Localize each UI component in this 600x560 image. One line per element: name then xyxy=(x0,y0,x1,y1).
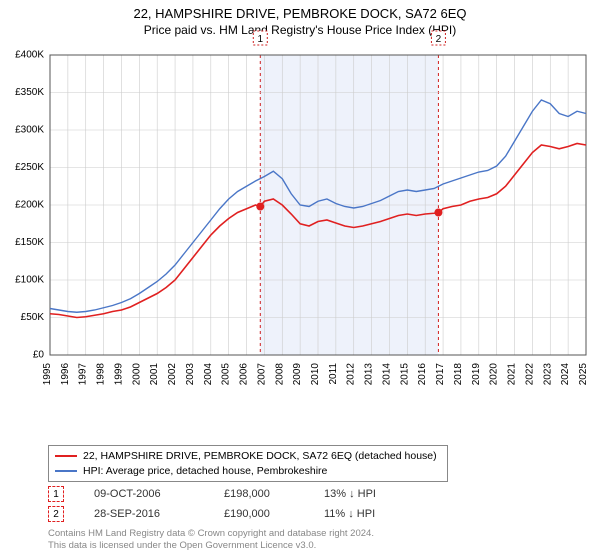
svg-text:1997: 1997 xyxy=(78,363,89,386)
chart-title: 22, HAMPSHIRE DRIVE, PEMBROKE DOCK, SA72… xyxy=(0,0,600,23)
footer-line2: This data is licensed under the Open Gov… xyxy=(48,540,374,552)
svg-text:2011: 2011 xyxy=(328,363,339,385)
transaction-row: 2 28-SEP-2016 £190,000 11% ↓ HPI xyxy=(48,504,414,524)
svg-text:2022: 2022 xyxy=(524,363,535,386)
svg-text:2010: 2010 xyxy=(310,363,321,386)
transaction-date: 28-SEP-2016 xyxy=(94,508,194,520)
svg-text:1995: 1995 xyxy=(42,363,53,386)
line-chart: £0£50K£100K£150K£200K£250K£300K£350K£400… xyxy=(48,50,588,410)
chart-svg-holder: £0£50K£100K£150K£200K£250K£300K£350K£400… xyxy=(48,50,588,410)
svg-text:£350K: £350K xyxy=(15,87,44,98)
legend-label: HPI: Average price, detached house, Pemb… xyxy=(83,464,327,479)
transaction-price: £190,000 xyxy=(224,508,294,520)
svg-text:1996: 1996 xyxy=(60,363,71,386)
svg-text:2012: 2012 xyxy=(346,363,357,386)
svg-text:2021: 2021 xyxy=(507,363,518,386)
legend-label: 22, HAMPSHIRE DRIVE, PEMBROKE DOCK, SA72… xyxy=(83,449,437,464)
svg-text:2004: 2004 xyxy=(203,363,214,386)
transaction-diff: 11% ↓ HPI xyxy=(324,508,414,520)
svg-text:2009: 2009 xyxy=(292,363,303,386)
legend-swatch xyxy=(55,470,77,472)
svg-text:2002: 2002 xyxy=(167,363,178,386)
transaction-price: £198,000 xyxy=(224,488,294,500)
svg-text:2016: 2016 xyxy=(417,363,428,386)
svg-text:2000: 2000 xyxy=(131,363,142,386)
footer-line1: Contains HM Land Registry data © Crown c… xyxy=(48,528,374,540)
transaction-date: 09-OCT-2006 xyxy=(94,488,194,500)
footer-text: Contains HM Land Registry data © Crown c… xyxy=(48,528,374,552)
svg-text:2001: 2001 xyxy=(149,363,160,386)
svg-text:2006: 2006 xyxy=(239,363,250,386)
legend: 22, HAMPSHIRE DRIVE, PEMBROKE DOCK, SA72… xyxy=(48,445,448,482)
svg-text:2013: 2013 xyxy=(364,363,375,386)
svg-text:2017: 2017 xyxy=(435,363,446,386)
svg-text:1: 1 xyxy=(258,34,264,45)
svg-text:2015: 2015 xyxy=(399,363,410,386)
svg-text:2023: 2023 xyxy=(542,363,553,386)
svg-text:2003: 2003 xyxy=(185,363,196,386)
transaction-diff: 13% ↓ HPI xyxy=(324,488,414,500)
svg-text:2008: 2008 xyxy=(274,363,285,386)
svg-text:1999: 1999 xyxy=(113,363,124,386)
svg-text:2007: 2007 xyxy=(256,363,267,386)
legend-row: HPI: Average price, detached house, Pemb… xyxy=(55,464,441,479)
svg-text:2025: 2025 xyxy=(578,363,589,386)
svg-text:£300K: £300K xyxy=(15,125,44,136)
svg-text:2019: 2019 xyxy=(471,363,482,386)
svg-text:£50K: £50K xyxy=(21,312,45,323)
transaction-marker: 2 xyxy=(48,506,64,522)
legend-swatch xyxy=(55,455,77,457)
svg-text:£200K: £200K xyxy=(15,200,44,211)
svg-text:£400K: £400K xyxy=(15,50,44,61)
legend-row: 22, HAMPSHIRE DRIVE, PEMBROKE DOCK, SA72… xyxy=(55,449,441,464)
transactions-table: 1 09-OCT-2006 £198,000 13% ↓ HPI 2 28-SEP-201… xyxy=(48,484,414,524)
svg-text:1998: 1998 xyxy=(96,363,107,386)
chart-subtitle: Price paid vs. HM Land Registry's House … xyxy=(0,23,600,41)
svg-text:2: 2 xyxy=(436,34,442,45)
svg-text:£150K: £150K xyxy=(15,237,44,248)
svg-text:2005: 2005 xyxy=(221,363,232,386)
svg-text:2018: 2018 xyxy=(453,363,464,386)
svg-text:2014: 2014 xyxy=(381,363,392,386)
svg-text:£250K: £250K xyxy=(15,162,44,173)
svg-text:£0: £0 xyxy=(33,350,45,361)
transaction-row: 1 09-OCT-2006 £198,000 13% ↓ HPI xyxy=(48,484,414,504)
transaction-marker: 1 xyxy=(48,486,64,502)
svg-text:£100K: £100K xyxy=(15,275,44,286)
svg-text:2024: 2024 xyxy=(560,363,571,386)
svg-text:2020: 2020 xyxy=(489,363,500,386)
